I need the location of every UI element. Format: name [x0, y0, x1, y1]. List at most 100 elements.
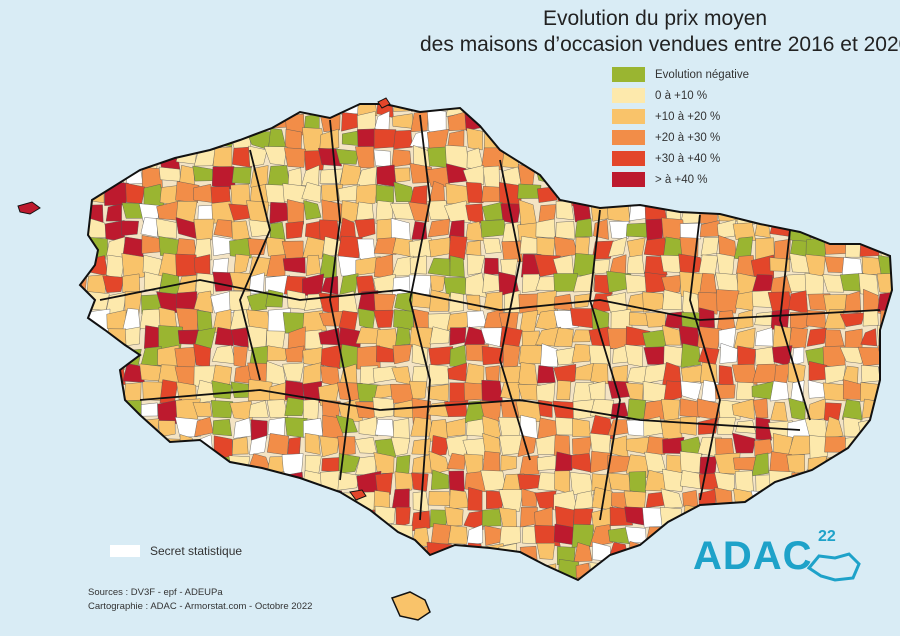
commune-cell — [503, 578, 521, 580]
legend-item-over-40: > à +40 % — [612, 169, 749, 190]
commune-cell — [877, 254, 892, 276]
commune-cell — [264, 104, 288, 109]
commune-cell — [464, 563, 485, 580]
commune-cell — [282, 257, 306, 274]
commune-cell — [843, 149, 864, 169]
commune-cell — [447, 579, 468, 580]
commune-cell — [773, 199, 795, 224]
commune-cell — [682, 504, 700, 528]
commune-cell — [80, 576, 86, 580]
commune-cell — [80, 203, 87, 224]
legend-label: 0 à +10 % — [655, 89, 708, 102]
commune-cell — [642, 562, 668, 580]
legend-swatch — [612, 67, 645, 82]
commune-cell — [483, 257, 499, 275]
commune-cell — [106, 490, 125, 514]
commune-cell — [571, 165, 592, 184]
commune-cell — [121, 253, 148, 281]
commune-cell — [521, 104, 540, 114]
commune-cell — [123, 434, 143, 456]
commune-cell — [880, 542, 892, 563]
legend: Evolution négative 0 à +10 % +10 à +20 %… — [612, 64, 749, 190]
commune-cell — [231, 562, 251, 580]
commune-cell — [863, 559, 883, 580]
commune-cell — [842, 167, 863, 187]
commune-cell — [571, 131, 595, 147]
commune-cell — [751, 110, 772, 135]
commune-cell — [210, 129, 236, 148]
commune-cell — [555, 221, 576, 240]
commune-cell — [193, 469, 213, 495]
commune-cell — [522, 273, 540, 293]
commune-cell — [80, 113, 91, 135]
commune-cell — [499, 526, 521, 547]
commune-cell — [877, 187, 892, 206]
commune-cell — [701, 379, 719, 402]
commune-cell — [895, 398, 900, 417]
commune-cell — [768, 128, 793, 149]
commune-cell — [268, 506, 288, 526]
commune-cell — [122, 420, 143, 435]
commune-cell — [230, 507, 254, 527]
commune-cell — [791, 201, 809, 221]
commune-cell — [192, 402, 213, 417]
commune-cell — [878, 165, 892, 184]
commune-cell — [679, 223, 702, 240]
commune-cell — [355, 275, 376, 294]
commune-cell — [517, 578, 541, 580]
commune-cell — [861, 365, 881, 383]
commune-cell — [175, 505, 197, 530]
commune-cell — [861, 527, 882, 549]
commune-cell — [409, 255, 427, 275]
commune-cell — [752, 398, 769, 419]
commune-cell — [735, 290, 756, 311]
commune-cell — [609, 221, 630, 239]
commune-cell — [719, 342, 738, 364]
commune-cell — [536, 455, 557, 471]
commune-cell — [317, 147, 342, 167]
commune-cell — [373, 237, 397, 255]
secret-swatch — [110, 545, 140, 557]
commune-cell — [556, 131, 570, 152]
commune-cell — [213, 471, 232, 491]
commune-cell — [390, 437, 411, 457]
commune-cell — [502, 109, 520, 132]
commune-cell — [101, 398, 124, 422]
commune-cell — [180, 470, 196, 489]
commune-cell — [807, 128, 826, 149]
commune-cell — [193, 254, 211, 277]
commune-cell — [878, 398, 892, 418]
commune-cell — [80, 523, 89, 544]
commune-cell — [625, 565, 651, 579]
commune-cell — [553, 327, 574, 347]
commune-cell — [732, 432, 756, 454]
epci-boundary — [589, 209, 621, 521]
legend-swatch — [612, 172, 645, 187]
commune-cell — [863, 104, 880, 115]
commune-cell — [80, 165, 88, 189]
commune-cell — [823, 294, 848, 314]
commune-cell — [500, 129, 519, 154]
epci-boundary — [779, 229, 811, 421]
commune-cell — [317, 104, 342, 114]
commune-cell — [319, 435, 340, 458]
commune-cell — [410, 510, 431, 532]
commune-cell — [840, 469, 862, 493]
commune-cell — [806, 327, 827, 347]
commune-cell — [573, 110, 591, 132]
commune-cell — [139, 451, 165, 474]
commune-cell — [357, 128, 377, 149]
commune-cell — [429, 582, 450, 600]
commune-cell — [211, 564, 234, 579]
commune-cell — [248, 544, 269, 561]
commune-cell — [771, 183, 792, 203]
commune-cell — [375, 472, 393, 495]
commune-cell — [860, 202, 882, 224]
commune-cell — [284, 147, 306, 168]
commune-cell — [373, 149, 391, 168]
commune-cell — [80, 219, 88, 239]
commune-cell — [86, 367, 106, 383]
commune-cell — [827, 148, 848, 166]
commune-cell — [176, 130, 197, 146]
